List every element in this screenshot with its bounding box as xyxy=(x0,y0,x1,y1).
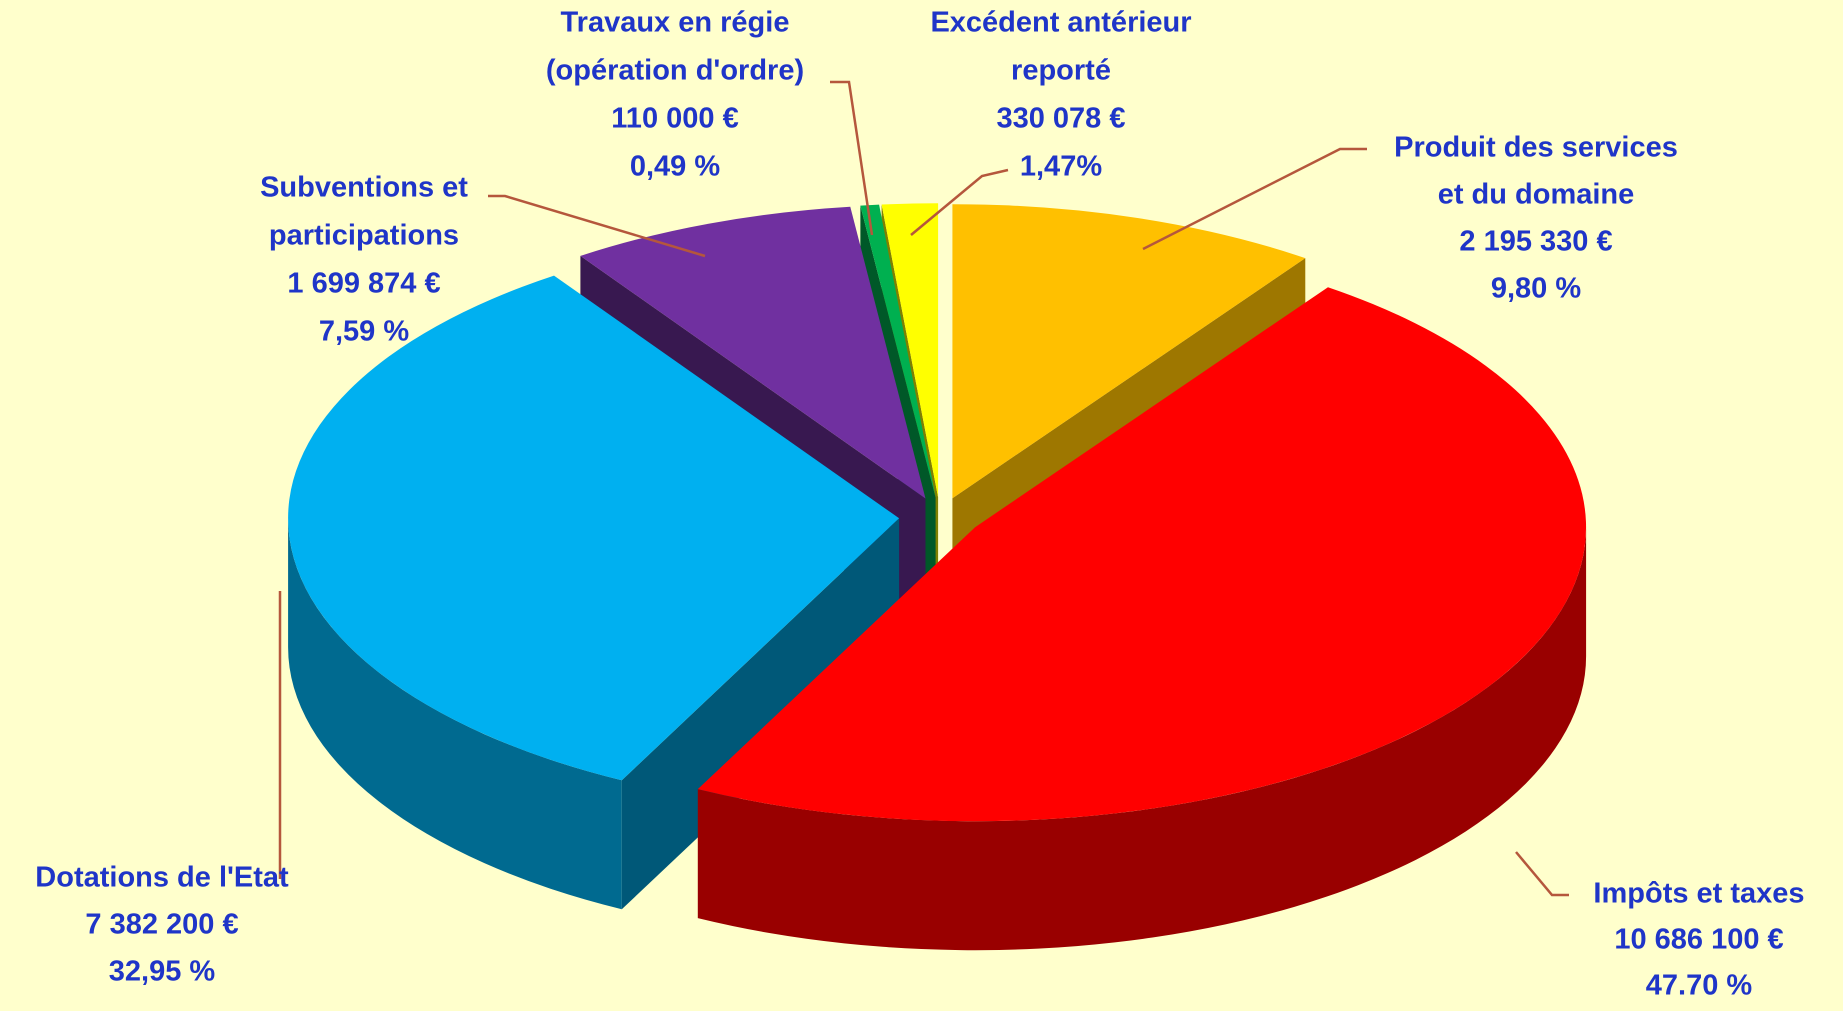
value-label: 10 686 100 € xyxy=(1614,924,1783,956)
category-label: Impôts et taxes xyxy=(1593,878,1804,910)
percent-label: 47.70 % xyxy=(1646,970,1753,1002)
leader-line xyxy=(1142,147,1367,251)
slice xyxy=(697,287,1587,822)
percent-label: 7,59 % xyxy=(319,316,409,348)
category-label: participations xyxy=(269,220,459,252)
percent-label: 1,47% xyxy=(1020,151,1102,183)
value-label: 7 382 200 € xyxy=(85,909,238,941)
category-label: Produit des services xyxy=(1394,132,1678,164)
slice-side xyxy=(621,518,900,910)
leader-line xyxy=(830,80,874,236)
category-label: Excédent antérieur xyxy=(930,7,1191,39)
value-label: 110 000 € xyxy=(611,103,738,135)
slice xyxy=(952,204,1306,499)
category-label: reporté xyxy=(1011,55,1111,87)
pie xyxy=(288,203,1587,951)
labels: Produit des services et du domaine 2 195 3… xyxy=(35,7,1804,1002)
percent-label: 9,80 % xyxy=(1491,273,1581,305)
value-label: 1 699 874 € xyxy=(287,268,440,300)
leader-line xyxy=(910,168,1009,236)
category-label: Travaux en régie xyxy=(561,7,790,39)
value-label: 330 078 € xyxy=(996,103,1125,135)
percent-label: 32,95 % xyxy=(109,956,216,988)
category-label: et du domaine xyxy=(1438,179,1635,211)
category-label: (opération d'ordre) xyxy=(546,55,804,87)
leader-line xyxy=(488,194,706,258)
value-label: 2 195 330 € xyxy=(1459,226,1612,258)
percent-label: 0,49 % xyxy=(630,151,720,183)
slice xyxy=(580,206,926,499)
slice xyxy=(860,204,936,498)
slice-wall xyxy=(697,527,1587,951)
leader-line xyxy=(1515,851,1569,897)
slice-wall xyxy=(288,518,622,910)
category-label: Dotations de l'Etat xyxy=(35,862,289,894)
slice xyxy=(288,275,900,781)
category-label: Subventions et xyxy=(260,172,468,204)
slice xyxy=(881,203,939,498)
